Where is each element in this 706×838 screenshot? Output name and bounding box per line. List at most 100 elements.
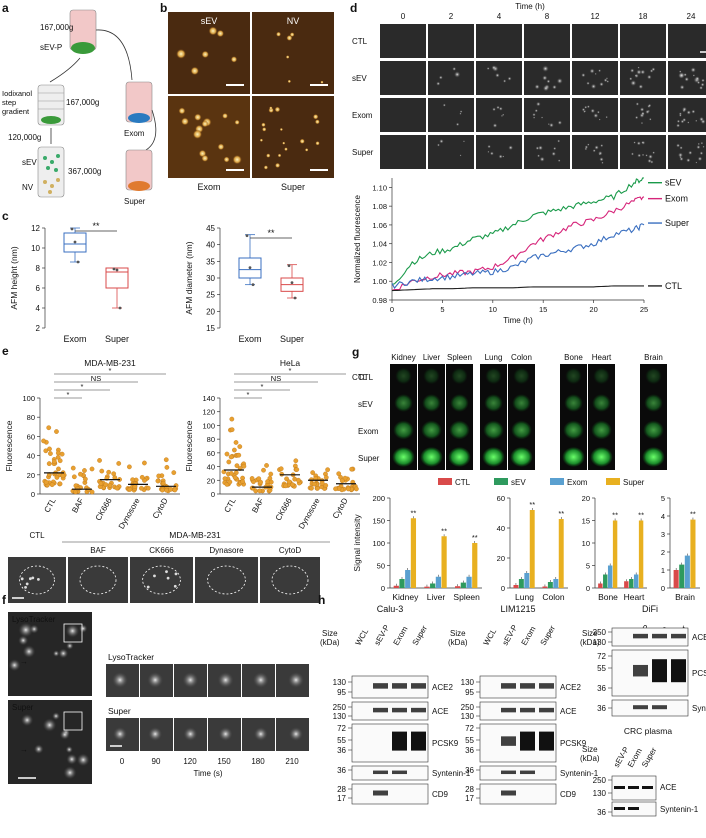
series-line-exom [391,196,645,291]
blot-band [671,633,686,639]
arrow-icon: → [20,657,28,666]
afm-particle [266,153,271,158]
micrograph [476,24,522,58]
organ-signal [423,368,440,384]
vesicle-spot [459,154,462,157]
lane-label: Super [411,624,430,647]
row-label: sEV [352,74,367,83]
micrograph [476,135,522,169]
y-tick-label: 5 [661,494,665,503]
vesicle-spot [542,75,548,81]
vesicle-spot [678,114,682,117]
y-tick-label: 1.02 [372,258,387,267]
vesicle-spot [459,110,463,113]
marker-label: 36 [597,808,606,817]
x-category-label: CytoD [331,496,350,520]
speed-label: 167,000g [40,23,73,32]
organ-signal [392,447,415,467]
row-label: Super [352,148,374,157]
data-point [248,266,252,270]
x-category-label: Exom [238,334,261,344]
lane-label: Super [640,746,659,769]
data-point [139,485,144,491]
panel-b: b sEV NV Exom Super [160,1,334,192]
micrograph [380,135,426,169]
vesicle-spot [452,66,457,71]
data-point [245,234,249,238]
lysosome-spot [182,672,199,688]
data-point [48,451,53,456]
marker-label: 36 [597,684,606,693]
bar-ctl [673,570,679,588]
organ-signal [422,394,441,412]
data-point [132,484,138,490]
y-tick-label: 10 [582,539,590,548]
organ-signal [564,394,583,412]
vesicle-spot [24,585,27,589]
legend-swatch [494,478,508,485]
bar-sev [460,582,466,588]
y-axis-label: Normalized fluorescence [353,194,362,283]
vesicle-spot [699,116,704,122]
row-label: Super [358,454,380,463]
data-point [89,466,95,472]
kda-label: (kDa) [320,638,340,647]
bar-ctl [424,586,430,588]
afm-particle [201,154,209,162]
y-tick-label: 6 [36,284,41,293]
svg-text:367,000g: 367,000g [68,167,101,176]
marker-label: 72 [597,652,606,661]
svg-text:step: step [2,98,16,107]
vesicle-spot [36,577,40,581]
protein-label: CD9 [432,790,449,799]
data-point [224,451,230,457]
data-point [70,227,74,231]
marker-label: 130 [461,712,475,721]
organ-signal [590,447,613,467]
blot-band [373,707,388,713]
blot-strip [351,765,429,781]
panel-a: a 167,000g sEV-P Iodixanol step gradient… [2,1,157,206]
marker-label: 36 [465,766,474,775]
organ-signal [448,447,471,467]
cell-outline [79,565,117,595]
lysosome-spot [18,622,34,638]
x-tick-label: 10 [489,305,497,314]
y-tick-label: 40 [207,463,215,472]
vesicle-spot [677,152,684,158]
data-point [226,459,232,465]
data-point [292,476,298,482]
bar-exom [633,574,639,588]
x-category-label: Super [280,334,304,344]
vesicle-spot [702,145,705,148]
bar-sev [399,579,405,588]
significance-label: ** [92,221,100,231]
vesicle-spot [20,577,24,581]
x-category-label: BAF [250,496,266,514]
lysosome-spot [42,718,57,732]
micrograph [476,61,522,95]
significance-label: * [67,390,70,399]
x-tick-label: 5 [440,305,444,314]
vesicle-spot [590,83,597,90]
time-label: 180 [251,757,265,766]
y-tick-label: 0 [211,490,215,499]
y-tick-label: 120 [202,408,215,417]
y-tick-label: 30 [206,274,215,283]
data-point [227,479,233,485]
strip-title: MDA-MB-231 [169,530,221,540]
marker-label: 36 [337,746,346,755]
data-point [49,482,55,488]
y-tick-label: 10 [31,244,40,253]
lysosome-spot [217,672,234,688]
organ-signal [562,447,585,467]
vesicle-spot [679,84,685,90]
vesicle-spot [700,141,704,145]
vesicle-spot [594,72,597,75]
vesicle-spot [551,151,556,157]
data-point [127,487,133,492]
vesicle-spot [633,141,636,144]
y-tick-label: 0 [381,584,385,593]
bar-sev [518,579,524,588]
afm-particle [259,138,264,142]
